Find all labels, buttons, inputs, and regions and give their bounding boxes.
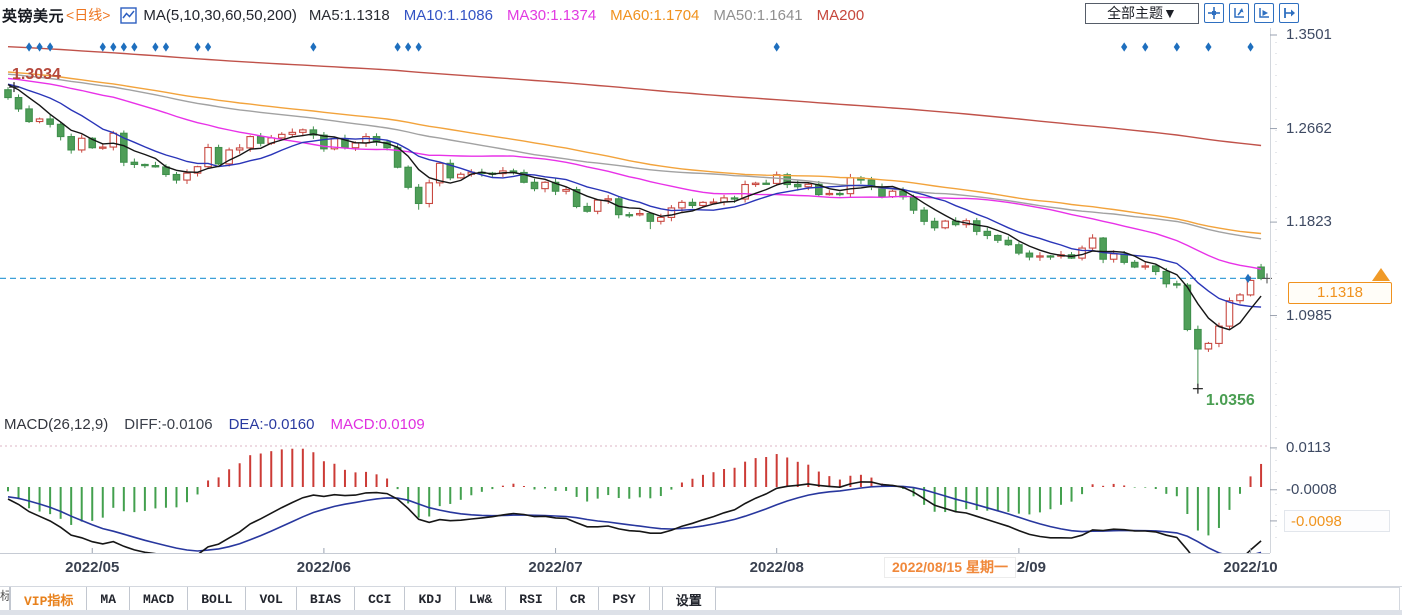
x-axis-month-label: 2022/05 (65, 559, 120, 576)
high-price-annotation: 1.3034 (12, 66, 61, 83)
ma-legend: MA5:1.1318 MA10:1.1086 MA30:1.1374 MA60:1.1… (309, 7, 878, 24)
tab-kdj[interactable]: KDJ (405, 587, 456, 611)
ma-legend-value: MA50:1.1641 (713, 6, 803, 24)
indicator-tabbar: 标VIP指标MAMACDBOLLVOLBIASCCIKDJLW&RSICRPSY… (0, 586, 1402, 611)
signal-markers (9, 42, 1272, 394)
tab-cci[interactable]: CCI (355, 587, 406, 611)
tab-rsi[interactable]: RSI (506, 587, 557, 611)
macd-dea-value: DEA:-0.0160 (228, 416, 315, 433)
theme-dropdown[interactable]: 全部主题▼ (1085, 3, 1199, 24)
ma-legend-value: MA5:1.1318 (308, 6, 390, 24)
x-axis-month-label: 2022/07 (528, 559, 583, 576)
macd-axis-highlight: -0.0098 (1284, 509, 1390, 532)
tab-vol[interactable]: VOL (246, 587, 297, 611)
tabbar-empty-area (715, 587, 1400, 611)
tab-cr[interactable]: CR (556, 587, 600, 611)
x-axis-month-label: 2022/06 (296, 559, 351, 576)
tab-boll[interactable]: BOLL (188, 587, 247, 611)
axis-tick-label: -0.0008 (1286, 480, 1337, 498)
ma-legend-value: MA10:1.1086 (403, 6, 493, 24)
axis-tick-label: 1.3501 (1286, 26, 1332, 43)
scale-reset-icon[interactable] (1229, 3, 1249, 23)
macd-legend: MACD(26,12,9) DIFF:-0.0106 DEA:-0.0160 M… (4, 416, 441, 433)
move-crosshair-icon[interactable] (1204, 3, 1224, 23)
tab-psy[interactable]: PSY (599, 587, 650, 611)
tab-lw[interactable]: LW& (455, 587, 507, 611)
ma-legend-value: MA200 (816, 6, 865, 24)
scale-play-icon[interactable] (1254, 3, 1274, 23)
x-axis-month-label: 2022/08 (749, 559, 804, 576)
bottom-strip (0, 610, 1402, 615)
ma-legend-value: MA30:1.1374 (506, 6, 597, 24)
macd-diff-value: DIFF:-0.0106 (124, 416, 213, 433)
macd-hist-value: MACD:0.0109 (330, 416, 425, 433)
header-toolbar (1204, 3, 1299, 23)
axis-tick-label: 1.1823 (1286, 213, 1332, 231)
current-price-badge: 1.1318 (1288, 281, 1392, 304)
crosshair-date-label: 2022/08/15 星期一 (884, 557, 1016, 578)
x-axis-month-label: 2022/10 (1223, 559, 1278, 576)
price-pane (0, 46, 1268, 386)
chart-header: 英镑美元 <日线> MA(5,10,30,60,50,200) MA5:1.13… (2, 3, 878, 27)
symbol-name: 英镑美元 (2, 7, 65, 25)
axis-tick-label: 0.0113 (1286, 438, 1331, 456)
axis-tick-label: 1.2662 (1286, 119, 1332, 137)
tab-macd[interactable]: MACD (130, 587, 189, 611)
period-label[interactable]: <日线> (66, 7, 111, 23)
jump-latest-icon[interactable] (1279, 3, 1299, 23)
tab-ma[interactable]: MA (87, 587, 131, 611)
ma-legend-value: MA60:1.1704 (610, 6, 700, 24)
tab-bias[interactable]: BIAS (296, 587, 356, 611)
tab-fragment: 标 (0, 587, 10, 611)
tab-settings[interactable]: 设置 (661, 587, 716, 611)
macd-pane (7, 448, 1263, 553)
ma-group-label: MA(5,10,30,60,50,200) (143, 6, 297, 24)
macd-params-label: MACD(26,12,9) (4, 416, 109, 433)
tab-vip-indicator[interactable]: VIP指标 (10, 587, 88, 611)
candlestick-chart-icon[interactable] (120, 6, 138, 24)
low-price-annotation: 1.0356 (1205, 391, 1255, 409)
axis-tick-label: 1.0985 (1286, 306, 1332, 324)
